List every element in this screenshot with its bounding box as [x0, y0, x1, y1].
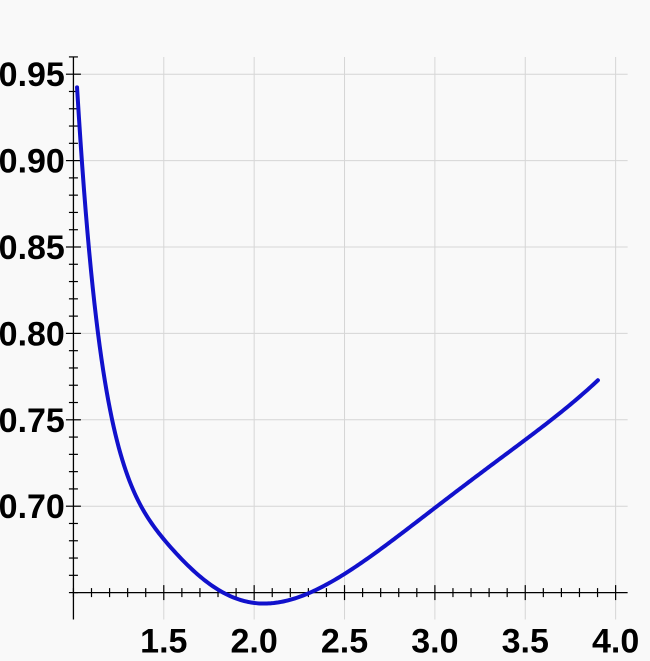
svg-text:3.0: 3.0	[411, 623, 458, 661]
svg-text:2.5: 2.5	[321, 623, 368, 661]
svg-text:0.85: 0.85	[0, 229, 65, 267]
svg-text:2.0: 2.0	[231, 623, 278, 661]
svg-text:1.5: 1.5	[140, 623, 187, 661]
svg-text:0.70: 0.70	[0, 488, 65, 526]
svg-text:0.75: 0.75	[0, 402, 65, 440]
svg-text:3.5: 3.5	[502, 623, 549, 661]
svg-text:4.0: 4.0	[592, 623, 639, 661]
svg-text:0.95: 0.95	[0, 56, 65, 94]
svg-text:0.90: 0.90	[0, 143, 65, 181]
svg-text:0.80: 0.80	[0, 315, 65, 353]
